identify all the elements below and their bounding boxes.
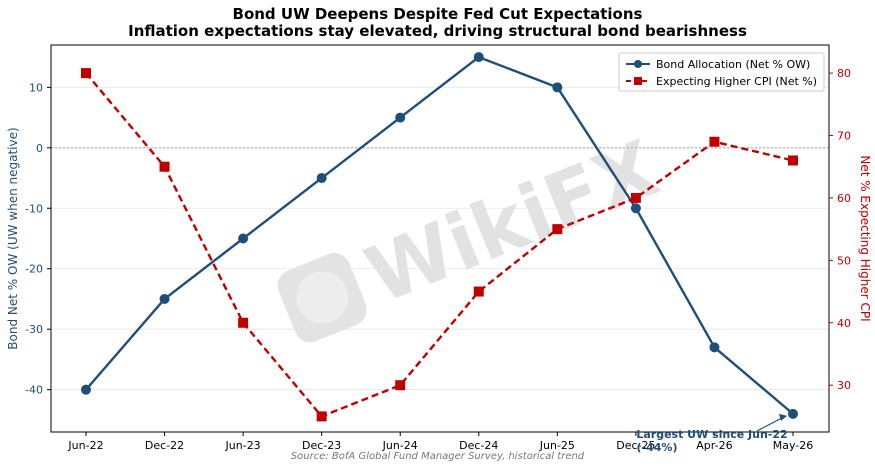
legend-box: [618, 52, 825, 92]
y-tick-label-right: 30: [837, 379, 851, 392]
x-tick-label: Apr-26: [696, 439, 732, 452]
data-point-1: [238, 317, 249, 328]
data-point-0: [238, 233, 249, 244]
watermark-text: WikiFX: [354, 124, 670, 322]
data-point-0: [709, 342, 720, 353]
x-tick-label: Jun-24: [382, 439, 418, 452]
annotation-arrow: [756, 416, 785, 432]
source-note: Source: BofA Global Fund Manager Survey,…: [291, 451, 585, 462]
data-point-0: [395, 112, 406, 123]
watermark: WikiFX: [277, 124, 671, 343]
x-tick-label: Dec-25: [616, 439, 655, 452]
x-tick-label: Dec-23: [302, 439, 341, 452]
x-tick-label: Jun-23: [225, 439, 261, 452]
y-tick-label-right: 70: [837, 130, 851, 143]
y-axis-label-left: Bond Net % OW (UW when negative): [6, 127, 20, 349]
data-point-1: [316, 411, 327, 422]
data-point-0: [788, 408, 798, 419]
x-tick-label: Dec-22: [145, 439, 184, 452]
y-tick-label-left: -30: [25, 323, 43, 336]
data-point-0: [473, 52, 484, 63]
x-tick-label: Jun-25: [539, 439, 575, 452]
annotation: Largest UW since Jun-22 (-44%): [636, 413, 788, 454]
data-point-1: [473, 286, 484, 297]
annotation-text: Largest UW since Jun-22 (-44%): [636, 428, 787, 454]
data-point-1: [709, 136, 720, 147]
y-tick-label-right: 60: [837, 192, 851, 205]
chart-title: Bond UW Deepens Despite Fed Cut Expectat…: [233, 5, 643, 23]
y-tick-label-left: 0: [36, 142, 43, 155]
data-point-1: [788, 155, 798, 166]
y-tick-label-left: -20: [25, 263, 43, 276]
watermark-logo-emblem: [296, 271, 349, 324]
data-point-1: [552, 224, 563, 235]
series-line-1: [85, 72, 794, 418]
y-tick-label-left: -10: [25, 202, 43, 215]
plot-frame: [50, 44, 830, 433]
data-point-1: [630, 192, 641, 203]
legend: Bond Allocation (Net % OW) Expecting Hig…: [618, 52, 825, 92]
legend-label-bond: Bond Allocation (Net % OW): [656, 58, 810, 71]
y-tick-label-right: 40: [837, 317, 851, 330]
data-point-0: [630, 203, 641, 214]
legend-marker-cpi: [634, 77, 642, 85]
data-point-1: [81, 68, 91, 79]
data-point-1: [159, 161, 170, 172]
legend-marker-bond: [634, 60, 642, 68]
axis-ticks: -40 -30 -20 -10 0 10 30 40 50 60 70 80 Jun-22 Dec-22 J…: [25, 67, 851, 452]
x-tick-label: Dec-24: [459, 439, 498, 452]
data-point-1: [395, 380, 406, 391]
x-tick-label: Jun-22: [67, 439, 103, 452]
legend-label-cpi: Expecting Higher CPI (Net %): [656, 75, 817, 88]
series-layer: [81, 52, 798, 422]
chart-subtitle: Inflation expectations stay elevated, dr…: [128, 22, 747, 40]
data-point-0: [81, 384, 91, 395]
watermark-logo-icon: [277, 252, 367, 343]
y-axis-label-right: Net % Expecting Higher CPI: [858, 155, 872, 321]
data-point-0: [316, 173, 327, 184]
y-tick-label-left: 10: [29, 81, 43, 94]
data-point-0: [552, 82, 563, 93]
y-tick-label-right: 80: [837, 67, 851, 80]
series-line-0: [85, 55, 794, 415]
annotation-arrowhead: [779, 413, 787, 421]
y-tick-label-right: 50: [837, 254, 851, 267]
data-point-0: [159, 293, 170, 304]
y-tick-label-left: -40: [25, 384, 43, 397]
x-tick-label: May-26: [773, 439, 814, 452]
